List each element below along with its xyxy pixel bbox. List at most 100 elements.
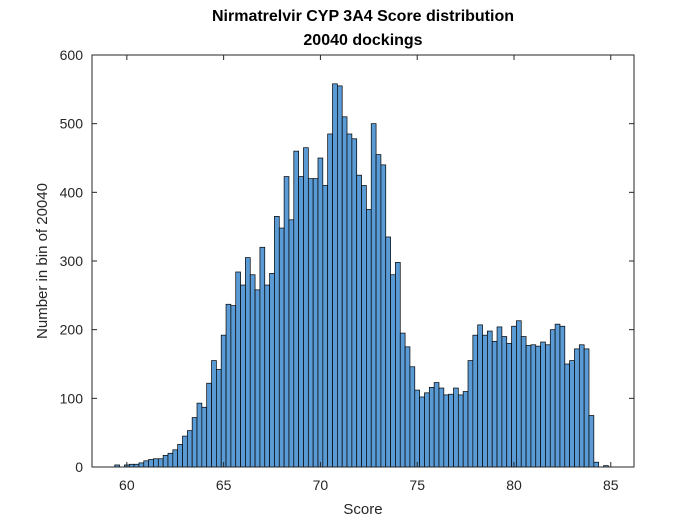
y-tick-label-400: 400	[60, 184, 84, 200]
histogram-bar-37	[293, 150, 299, 468]
histogram-bar-56	[385, 236, 391, 468]
y-tick-label-0: 0	[75, 459, 83, 475]
histogram-bar-57	[390, 274, 396, 468]
y-tick-label-600: 600	[60, 47, 84, 63]
histogram-bar-95	[574, 348, 580, 468]
histogram-bar-47	[341, 116, 348, 468]
histogram-bar-21	[216, 369, 222, 468]
y-tick-label-300: 300	[60, 253, 84, 269]
histogram-bar-69	[448, 393, 454, 468]
y-tick-label-100: 100	[60, 390, 84, 406]
histogram-bar-61	[409, 366, 416, 468]
histogram-bar-62	[414, 389, 420, 468]
histogram-bar-46	[337, 85, 343, 468]
ticks-group: 60 65 70 75 80 85 0 100 200 300 400 500 600	[60, 47, 634, 493]
histogram-bar-8	[153, 458, 159, 468]
plot-frame	[91, 54, 635, 468]
histogram-bar-54	[375, 154, 382, 468]
histogram-bar-51	[361, 185, 367, 468]
chart-subtitle: 20040 dockings	[303, 32, 422, 49]
histogram-bar-66	[433, 382, 440, 468]
histogram-bar-64	[424, 392, 430, 468]
histogram-bar-38	[298, 176, 304, 468]
histogram-bar-34	[278, 227, 285, 468]
histogram-bar-16	[191, 417, 198, 468]
histogram-bar-52	[366, 209, 372, 468]
y-axis-label: Number in bin of 20040	[34, 183, 51, 339]
histogram-bar-17	[196, 402, 203, 468]
histogram-bar-29	[254, 289, 261, 468]
histogram-bar-35	[283, 176, 290, 468]
histogram-bar-80	[501, 336, 508, 468]
histogram-bar-23	[225, 303, 232, 468]
histogram-bar-55	[380, 164, 387, 468]
histogram-bar-63	[419, 396, 425, 468]
histogram-bar-18	[201, 406, 208, 468]
histogram-bar-67	[438, 387, 445, 468]
histogram-bar-71	[457, 394, 464, 468]
x-tick-label-65: 65	[216, 477, 232, 493]
histogram-bar-42	[317, 157, 324, 468]
histogram-bar-24	[230, 305, 237, 468]
histogram-bar-82	[511, 325, 517, 468]
x-tick-label-80: 80	[506, 477, 522, 493]
histogram-bar-43	[322, 185, 329, 468]
x-axis-label: Score	[343, 501, 382, 518]
x-tick-label-70: 70	[313, 477, 329, 493]
histogram-bar-15	[186, 430, 193, 468]
histogram-bar-74	[472, 334, 479, 468]
histogram-bar-87	[535, 345, 541, 468]
histogram-bar-48	[346, 133, 353, 468]
x-tick-label-60: 60	[119, 477, 135, 493]
bars-group	[114, 83, 609, 468]
histogram-bar-50	[356, 174, 362, 468]
histogram-bar-9	[157, 458, 164, 468]
histogram-bar-89	[545, 344, 551, 468]
histogram-bar-41	[312, 178, 319, 468]
histogram-bar-94	[569, 360, 575, 468]
histogram-bar-32	[269, 273, 275, 468]
histogram-bar-10	[162, 454, 169, 468]
histogram-bar-30	[259, 246, 266, 468]
histogram-bar-11	[167, 452, 174, 468]
histogram-bar-75	[477, 324, 483, 468]
histogram-bar-31	[264, 284, 270, 468]
histogram-bar-6	[143, 460, 149, 468]
histogram-bar-98	[588, 415, 595, 468]
histogram-bar-88	[540, 341, 546, 468]
histogram-bar-93	[564, 363, 570, 468]
histogram-bar-78	[491, 340, 498, 468]
histogram-bar-81	[506, 343, 512, 468]
y-tick-label-200: 200	[60, 322, 84, 338]
histogram-bar-65	[428, 387, 435, 468]
histogram-bar-83	[516, 320, 522, 468]
histogram-bar-73	[467, 360, 474, 468]
histogram-bar-86	[530, 344, 537, 468]
histogram-bar-22	[220, 334, 227, 468]
histogram-bar-45	[332, 83, 338, 468]
chart-title: Nirmatrelvir CYP 3A4 Score distribution	[212, 8, 514, 25]
histogram-bar-26	[240, 284, 246, 468]
histogram-bar-25	[235, 271, 241, 468]
histogram-bar-20	[211, 360, 217, 468]
histogram-bar-39	[303, 147, 309, 468]
histogram-bar-84	[520, 336, 527, 468]
histogram-bar-12	[172, 449, 179, 468]
x-tick-label-75: 75	[409, 477, 425, 493]
histogram-bar-5	[138, 462, 145, 468]
histogram-bar-72	[462, 391, 469, 468]
x-tick-label-85: 85	[603, 477, 619, 493]
histogram-bar-96	[578, 344, 585, 468]
histogram-bar-68	[443, 394, 450, 468]
histogram-bar-85	[525, 345, 532, 468]
histogram-bar-53	[370, 123, 377, 468]
histogram-bar-77	[487, 330, 493, 468]
histogram-bar-97	[583, 348, 590, 468]
histogram-bar-60	[404, 346, 411, 468]
histogram-bar-92	[559, 325, 566, 468]
histogram-bar-27	[245, 257, 251, 468]
histogram-bar-13	[177, 443, 183, 468]
histogram-bar-49	[351, 138, 358, 468]
histogram-bar-70	[453, 387, 459, 468]
